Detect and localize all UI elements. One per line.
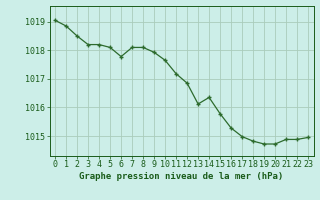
X-axis label: Graphe pression niveau de la mer (hPa): Graphe pression niveau de la mer (hPa) <box>79 172 284 181</box>
